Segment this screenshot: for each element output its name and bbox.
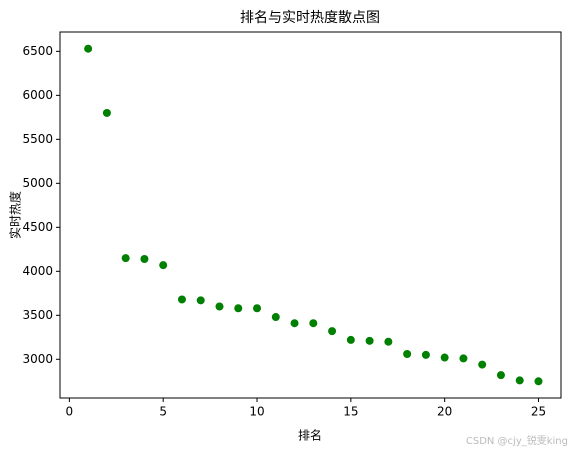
point bbox=[102, 108, 111, 117]
point bbox=[440, 353, 449, 362]
point bbox=[478, 360, 487, 369]
point bbox=[290, 319, 299, 328]
y-tick-label: 6500 bbox=[22, 44, 53, 58]
plot-frame bbox=[59, 31, 562, 399]
y-tick-label: 5000 bbox=[22, 176, 53, 190]
x-axis-label: 排名 bbox=[298, 428, 322, 443]
point bbox=[365, 336, 374, 345]
point bbox=[384, 337, 393, 346]
point bbox=[177, 295, 186, 304]
x-tick-label: 10 bbox=[249, 405, 264, 419]
y-tick-label: 6000 bbox=[22, 88, 53, 102]
y-tick-label: 3500 bbox=[22, 308, 53, 322]
point bbox=[234, 304, 243, 313]
point bbox=[140, 254, 149, 263]
x-tick-label: 25 bbox=[531, 405, 546, 419]
point bbox=[496, 371, 505, 380]
point bbox=[403, 350, 412, 359]
point bbox=[534, 377, 543, 386]
y-axis-label: 实时热度 bbox=[8, 191, 23, 239]
y-tick-label: 5500 bbox=[22, 132, 53, 146]
x-tick-label: 5 bbox=[159, 405, 167, 419]
point bbox=[271, 313, 280, 322]
x-tick-label: 15 bbox=[343, 405, 358, 419]
y-tick-label: 4000 bbox=[22, 264, 53, 278]
point bbox=[346, 335, 355, 344]
y-tick-label: 3000 bbox=[22, 352, 53, 366]
point bbox=[459, 354, 468, 363]
point bbox=[421, 350, 430, 359]
chart-title: 排名与实时热度散点图 bbox=[240, 10, 380, 26]
x-tick-label: 0 bbox=[66, 405, 74, 419]
point bbox=[196, 296, 205, 305]
point bbox=[515, 376, 524, 385]
x-tick-label: 20 bbox=[437, 405, 452, 419]
point bbox=[328, 327, 337, 336]
watermark: CSDN @cjy_锐雯king bbox=[466, 434, 568, 447]
point bbox=[309, 319, 318, 328]
point bbox=[121, 254, 130, 263]
point bbox=[253, 304, 262, 313]
point bbox=[84, 44, 93, 53]
point bbox=[215, 302, 224, 311]
y-tick-label: 4500 bbox=[22, 220, 53, 234]
point bbox=[159, 261, 168, 270]
